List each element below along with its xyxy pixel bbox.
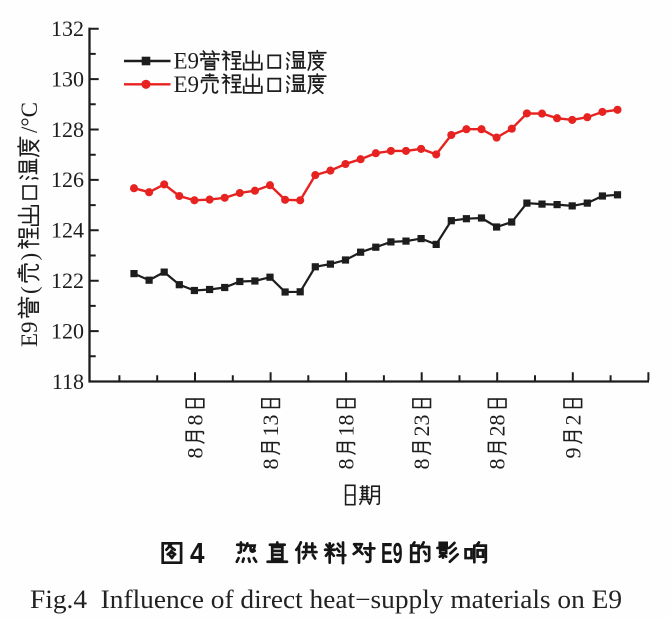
svg-text:2: 2 bbox=[560, 415, 585, 426]
svg-text:): ) bbox=[17, 253, 42, 261]
svg-text:122: 122 bbox=[51, 268, 84, 293]
svg-text:E9: E9 bbox=[17, 321, 42, 347]
svg-text:E9: E9 bbox=[381, 538, 403, 570]
svg-text:18: 18 bbox=[334, 415, 359, 437]
svg-text:8: 8 bbox=[334, 459, 359, 470]
svg-text:E9: E9 bbox=[174, 72, 200, 97]
svg-text:Fig.4 Influence of direct hea: Fig.4 Influence of direct heat−supply ma… bbox=[30, 585, 622, 614]
svg-text:8: 8 bbox=[183, 415, 208, 426]
svg-text:132: 132 bbox=[51, 16, 84, 41]
svg-text:9: 9 bbox=[560, 448, 585, 459]
svg-text:130: 130 bbox=[51, 66, 84, 91]
svg-text:/°C: /°C bbox=[17, 102, 42, 133]
svg-text:126: 126 bbox=[51, 167, 84, 192]
svg-text:(: ( bbox=[17, 286, 42, 294]
svg-text:118: 118 bbox=[52, 369, 84, 394]
svg-text:128: 128 bbox=[51, 117, 84, 142]
svg-text:8: 8 bbox=[409, 459, 434, 470]
svg-text:23: 23 bbox=[409, 415, 434, 437]
svg-text:13: 13 bbox=[258, 415, 283, 437]
svg-text:120: 120 bbox=[51, 318, 84, 343]
svg-text:8: 8 bbox=[485, 459, 510, 470]
svg-text:4: 4 bbox=[190, 538, 205, 570]
svg-text:8: 8 bbox=[258, 459, 283, 470]
svg-text:28: 28 bbox=[485, 415, 510, 437]
svg-text:124: 124 bbox=[51, 218, 84, 243]
svg-text:E9: E9 bbox=[174, 49, 200, 74]
svg-text:8: 8 bbox=[183, 448, 208, 459]
